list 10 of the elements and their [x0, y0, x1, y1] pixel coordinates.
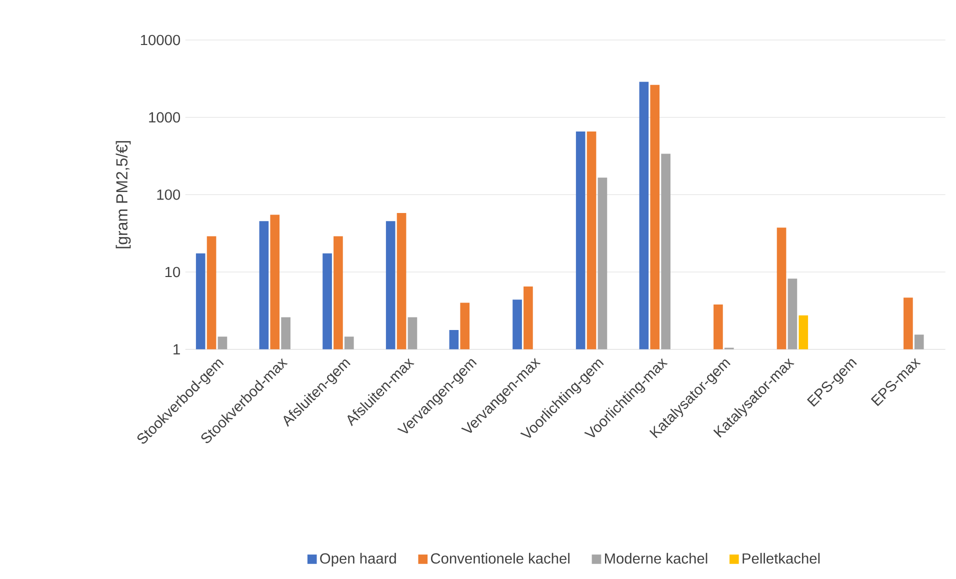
- legend-label: Pelletkachel: [742, 553, 820, 564]
- y-tick-label: 10: [165, 266, 180, 278]
- y-tick-label: 10000: [140, 34, 180, 46]
- y-axis-title: [gram PM2,5/€]: [116, 141, 131, 248]
- y-tick-label: 1: [174, 344, 180, 355]
- y-tick-label: 1000: [149, 112, 180, 123]
- legend-label: Moderne kachel: [605, 553, 708, 564]
- y-tick-label: 100: [157, 190, 180, 200]
- legend-label: Open haard: [320, 553, 396, 567]
- legend-label: Conventionele kachel: [430, 553, 570, 564]
